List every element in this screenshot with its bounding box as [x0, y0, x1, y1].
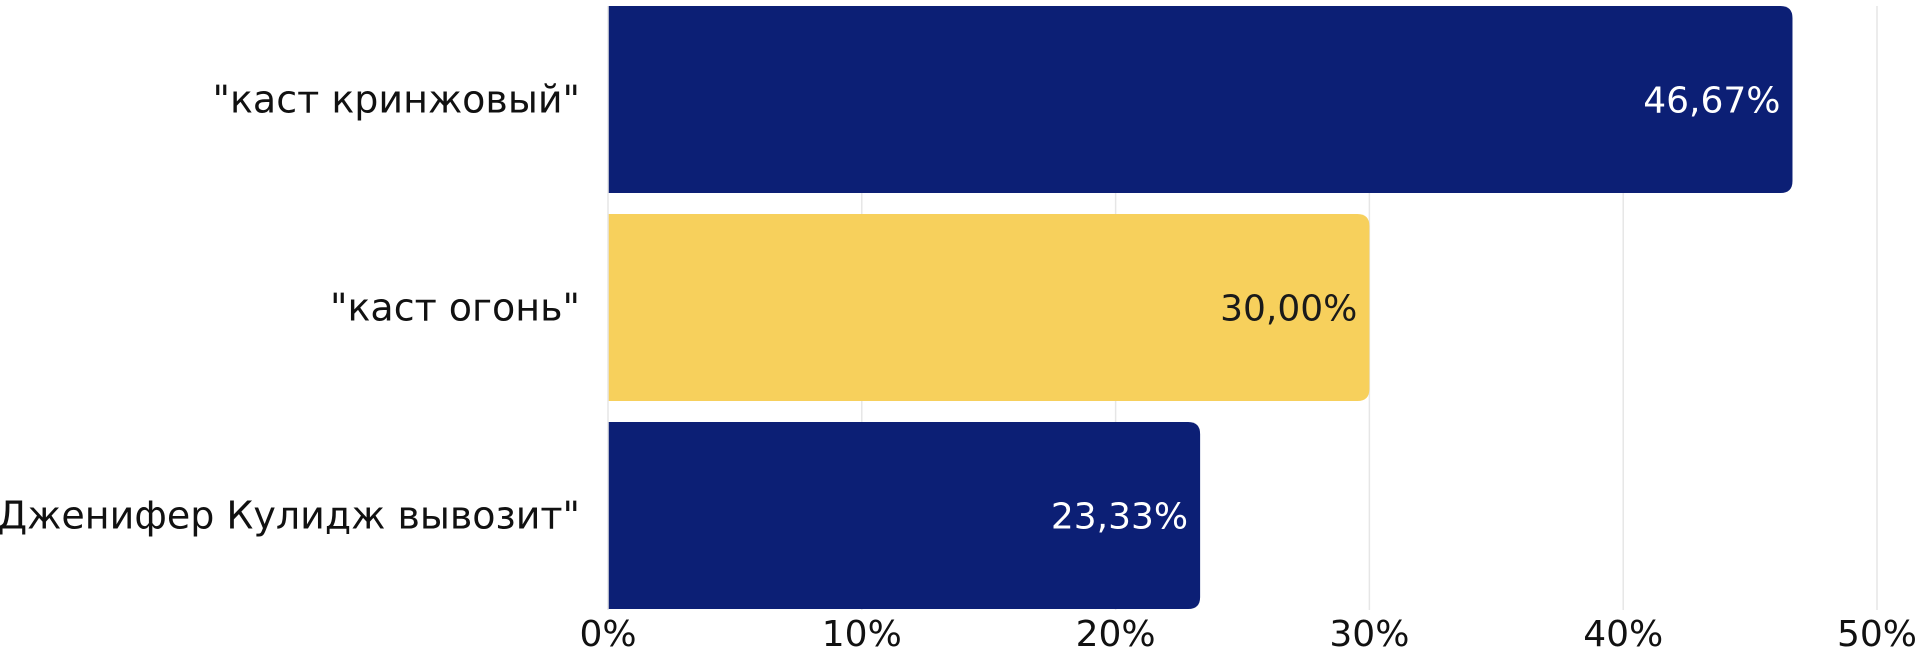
- x-axis-ticks: 0% 10% 20% 30% 40% 50%: [579, 614, 1917, 655]
- bars: 46,67% 30,00% 23,33%: [607, 6, 1793, 610]
- category-label: "каст огонь": [330, 286, 580, 330]
- x-tick-label: 40%: [1583, 614, 1663, 655]
- bar-value-label: 46,67%: [1643, 81, 1780, 122]
- bar-value-label: 30,00%: [1220, 289, 1357, 330]
- bar: [608, 214, 1370, 401]
- bar-value-label: 23,33%: [1051, 497, 1188, 538]
- x-tick-label: 0%: [579, 614, 636, 655]
- category-label: "Дженифер Кулидж вывозит": [0, 494, 580, 538]
- x-tick-label: 30%: [1329, 614, 1409, 655]
- category-labels: "каст кринжовый" "каст огонь" "Дженифер Ку…: [0, 78, 580, 538]
- bar: [608, 6, 1793, 193]
- bar: [608, 422, 1201, 609]
- x-tick-label: 10%: [822, 614, 902, 655]
- x-tick-label: 20%: [1076, 614, 1156, 655]
- x-tick-label: 50%: [1837, 614, 1917, 655]
- category-label: "каст кринжовый": [213, 78, 581, 122]
